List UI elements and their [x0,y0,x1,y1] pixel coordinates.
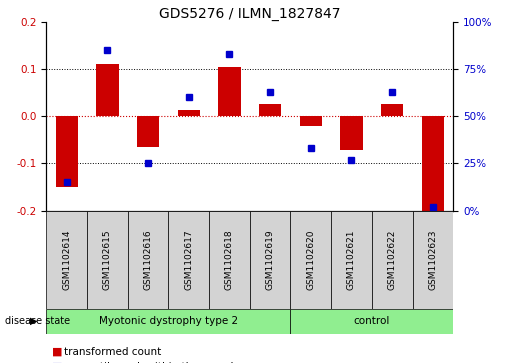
Text: percentile rank within the sample: percentile rank within the sample [64,362,241,363]
Text: ■: ■ [52,347,62,357]
Text: ▶: ▶ [30,316,37,326]
Text: GSM1102622: GSM1102622 [388,229,397,290]
Text: GSM1102623: GSM1102623 [428,229,437,290]
Bar [372,211,413,309]
Bar [218,67,241,116]
Bar [46,211,87,309]
Text: GSM1102620: GSM1102620 [306,229,315,290]
Text: disease state: disease state [5,316,70,326]
Text: GSM1102614: GSM1102614 [62,229,71,290]
Title: GDS5276 / ILMN_1827847: GDS5276 / ILMN_1827847 [159,7,340,21]
Bar [290,211,331,309]
Text: GSM1102621: GSM1102621 [347,229,356,290]
Bar [300,116,322,126]
Bar [413,211,453,309]
Bar [168,211,209,309]
Bar [250,211,290,309]
Bar [381,105,403,116]
Text: GSM1102618: GSM1102618 [225,229,234,290]
Text: control: control [354,316,390,326]
Text: transformed count: transformed count [64,347,162,357]
Text: GSM1102615: GSM1102615 [103,229,112,290]
Text: Myotonic dystrophy type 2: Myotonic dystrophy type 2 [99,316,238,326]
Bar [209,211,250,309]
Bar [87,211,128,309]
Text: GSM1102616: GSM1102616 [144,229,152,290]
Bar [331,211,372,309]
Text: GSM1102619: GSM1102619 [266,229,274,290]
Bar [137,116,159,147]
Bar [128,211,168,309]
Text: ■: ■ [52,362,62,363]
Bar [422,116,444,211]
Bar [96,64,118,116]
Text: GSM1102617: GSM1102617 [184,229,193,290]
Bar [290,309,453,334]
Bar [178,110,200,116]
Bar [46,309,290,334]
Bar [56,116,78,187]
Bar [340,116,363,150]
Bar [259,105,281,116]
